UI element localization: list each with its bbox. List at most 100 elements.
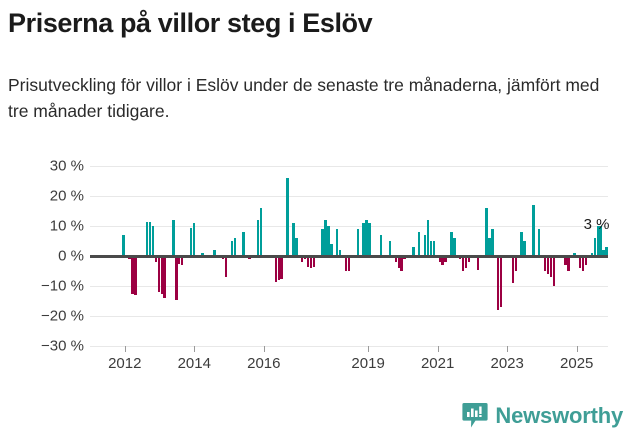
bar [280, 256, 283, 279]
bar [324, 220, 327, 256]
bar [306, 256, 310, 267]
bar [546, 256, 550, 274]
bar [157, 256, 160, 292]
bar [573, 253, 576, 256]
bar [453, 238, 456, 256]
bar [538, 229, 541, 256]
bar [122, 235, 125, 256]
bar [134, 256, 137, 295]
bar [260, 208, 263, 256]
gridline [90, 286, 608, 287]
bar [467, 256, 471, 262]
x-axis-tick-mark [437, 346, 439, 352]
bar [224, 256, 228, 277]
x-axis-tick-label: 2021 [420, 355, 455, 372]
bar [438, 256, 441, 262]
bar [497, 256, 500, 310]
x-axis-tick-mark [507, 346, 509, 352]
bar [418, 232, 421, 256]
bar [233, 238, 237, 256]
bar [388, 241, 392, 256]
bar [242, 232, 245, 256]
last-value-annotation: 3 % [583, 215, 610, 233]
bar [131, 256, 134, 294]
newsworthy-logo: Newsworthy [462, 402, 623, 429]
bar [274, 256, 278, 282]
bar [511, 256, 515, 283]
y-axis-tick-label: 10 % [49, 217, 84, 235]
bar [327, 226, 330, 256]
bar [201, 253, 204, 256]
bar [192, 223, 196, 256]
bar [499, 256, 503, 307]
bar [178, 256, 181, 264]
bar [339, 250, 342, 256]
bar [596, 226, 599, 256]
bar [154, 256, 158, 262]
bar [309, 256, 313, 268]
x-axis-tick-label: 2012 [108, 355, 142, 372]
footer: Newsworthy [0, 399, 631, 433]
bar [488, 238, 491, 256]
bar [286, 178, 289, 256]
bar-chart: 30 % 20 % 10 % 0 % −10 % −20 % −30 % 2012 2014 2… [0, 150, 631, 400]
x-axis-tick-label: 2016 [247, 355, 281, 372]
bar [330, 244, 333, 256]
bar [295, 238, 298, 256]
y-axis-tick-label: −30 % [41, 337, 84, 355]
x-axis-tick-label: 2019 [351, 355, 385, 372]
bar [336, 229, 339, 256]
x-axis-tick-label: 2023 [490, 355, 524, 372]
bar [432, 241, 436, 256]
bar [476, 256, 479, 270]
bar [347, 256, 351, 271]
x-axis-tick-label: 2025 [560, 355, 594, 372]
bar [160, 256, 163, 294]
gridline [90, 346, 608, 347]
bar [412, 247, 415, 256]
bar-chart-speech-bubble-icon [462, 402, 489, 429]
zero-axis-line [90, 255, 608, 258]
bar [461, 256, 465, 271]
x-axis-tick-mark [263, 346, 265, 352]
bar [584, 256, 588, 265]
bar [151, 226, 155, 256]
bar [564, 256, 567, 265]
bar [520, 232, 523, 256]
bar [312, 256, 316, 267]
gridline [90, 316, 608, 317]
bar [429, 241, 433, 256]
y-axis-tick-label: −10 % [41, 277, 84, 295]
bar [450, 232, 453, 256]
x-axis-tick-mark [576, 346, 578, 352]
plot-area [90, 166, 608, 347]
bar [175, 256, 178, 300]
bar [180, 256, 184, 265]
x-axis-tick-label: 2014 [177, 355, 211, 372]
bar [189, 227, 193, 256]
y-axis-tick-label: −20 % [41, 307, 84, 325]
bar [257, 220, 260, 256]
bar [344, 256, 348, 271]
bar [356, 229, 359, 256]
bar [277, 256, 280, 280]
bar [230, 241, 234, 256]
chart-subtitle: Prisutveckling för villor i Eslöv under … [8, 75, 600, 121]
bar [514, 256, 517, 271]
bar [394, 256, 397, 262]
x-axis-tick-mark [124, 346, 126, 352]
bar [602, 250, 605, 256]
bar [441, 256, 444, 265]
bar [605, 247, 608, 256]
bar [532, 205, 535, 256]
bar [599, 226, 602, 256]
bar [300, 256, 304, 262]
bar [148, 221, 152, 256]
bar [213, 250, 216, 256]
bar [523, 241, 526, 256]
bar [543, 256, 547, 271]
gridline [90, 196, 608, 197]
bar [552, 256, 556, 286]
bar [379, 235, 383, 256]
gridline [90, 166, 608, 167]
